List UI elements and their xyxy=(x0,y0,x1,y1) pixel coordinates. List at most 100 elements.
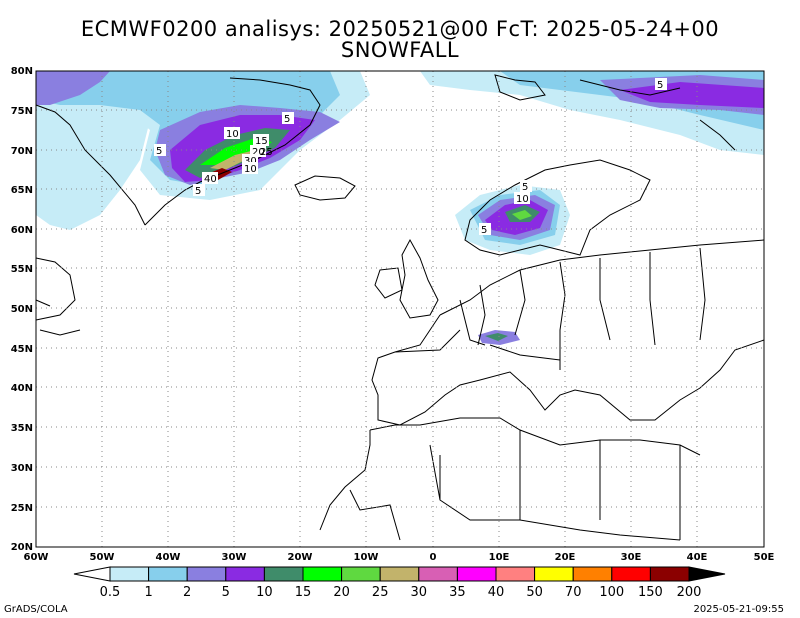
svg-text:5: 5 xyxy=(195,186,201,197)
footer-credit: GrADS/COLA xyxy=(4,604,68,615)
contour-label: 5 xyxy=(154,144,166,157)
colorbar-swatch xyxy=(263,566,304,582)
colorbar: 0.5 1 2 5 10 15 20 25 30 35 40 50 70 100 150 200 xyxy=(73,566,726,600)
map-frame xyxy=(35,70,765,548)
colorbar-end-high xyxy=(688,566,726,582)
lat-label: 35N xyxy=(11,423,33,434)
contour-label: 5 xyxy=(479,223,491,236)
snow-area-light xyxy=(36,90,150,230)
colorbar-swatch xyxy=(495,566,536,582)
iceland-coast xyxy=(294,175,356,201)
colorbar-swatch xyxy=(611,566,651,582)
lat-label: 55N xyxy=(11,264,33,275)
svg-text:5: 5 xyxy=(522,182,528,193)
colorbar-swatch xyxy=(186,566,227,582)
lon-label: 50W xyxy=(90,552,115,563)
lon-label: 30W xyxy=(222,552,247,563)
colorbar-label: 150 xyxy=(638,585,663,600)
lat-label: 20N xyxy=(11,542,33,553)
colorbar-swatch xyxy=(109,566,150,582)
colorbar-swatch xyxy=(225,566,265,582)
footer-timestamp: 2025-05-21-09:55 xyxy=(693,604,784,615)
america-coast xyxy=(35,257,81,336)
contour-label: 10 xyxy=(514,192,530,205)
lat-label: 60N xyxy=(11,225,33,236)
contour-label: 40 xyxy=(202,172,218,185)
lat-label: 65N xyxy=(11,185,33,196)
europe-coast xyxy=(371,239,765,426)
svg-text:15: 15 xyxy=(255,136,268,147)
colorbar-end-low xyxy=(73,566,111,582)
colorbar-label: 100 xyxy=(599,585,624,600)
colorbar-label: 40 xyxy=(488,585,505,600)
lon-label: 30E xyxy=(621,552,642,563)
lat-label: 75N xyxy=(11,106,33,117)
contour-label: 10 xyxy=(242,162,258,175)
colorbar-label: 50 xyxy=(526,585,543,600)
colorbar-label: 5 xyxy=(222,585,230,600)
colorbar-label: 70 xyxy=(565,585,582,600)
colorbar-label: 20 xyxy=(333,585,350,600)
coastlines xyxy=(35,74,765,541)
svg-text:20: 20 xyxy=(252,147,265,158)
lat-label: 40N xyxy=(11,383,33,394)
ireland-coast xyxy=(374,267,403,299)
colorbar-label: 1 xyxy=(144,585,152,600)
country-borders xyxy=(349,247,706,541)
snow-area-alps xyxy=(485,333,508,341)
svg-text:10: 10 xyxy=(226,129,239,140)
colorbar-label: 35 xyxy=(449,585,466,600)
colorbar-swatch xyxy=(572,566,613,582)
lon-label: 10W xyxy=(354,552,379,563)
contour-label: 5 xyxy=(655,78,667,91)
colorbar-swatch xyxy=(341,566,381,582)
africa-coast xyxy=(319,417,701,531)
lon-label: 0 xyxy=(430,552,437,563)
svg-text:10: 10 xyxy=(244,164,257,175)
britain-coast xyxy=(399,238,439,319)
snow-area-green xyxy=(512,210,532,220)
map-subtitle: SNOWFALL xyxy=(340,38,460,62)
svg-text:5: 5 xyxy=(284,114,290,125)
colorbar-swatch xyxy=(302,566,343,582)
lat-label: 80N xyxy=(11,66,33,77)
contour-label: 5 xyxy=(282,112,294,125)
lon-label: 60W xyxy=(24,552,49,563)
lat-label: 25N xyxy=(11,503,33,514)
colorbar-label: 25 xyxy=(372,585,389,600)
lon-label: 40W xyxy=(156,552,181,563)
contour-label: 25 xyxy=(260,147,273,158)
arctic-islands xyxy=(579,79,736,151)
colorbar-swatch xyxy=(649,566,690,582)
greenland-coast xyxy=(35,77,321,226)
lat-label: 70N xyxy=(11,146,33,157)
longitude-labels: 60W 50W 40W 30W 20W 10W 0 10E 20E 30E 40… xyxy=(24,552,775,563)
colorbar-swatch xyxy=(148,566,188,582)
svg-text:5: 5 xyxy=(657,80,663,91)
contour-label: 15 xyxy=(253,134,269,147)
lat-label: 45N xyxy=(11,344,33,355)
colorbar-swatch xyxy=(456,566,497,582)
snowfall-shading xyxy=(36,71,764,345)
colorbar-label: 10 xyxy=(256,585,273,600)
contour-label: 10 xyxy=(224,127,240,140)
lat-label: 50N xyxy=(11,304,33,315)
lon-label: 10E xyxy=(489,552,510,563)
contour-label: 5 xyxy=(520,180,532,193)
graticule xyxy=(36,71,764,547)
latitude-labels: 80N 75N 70N 65N 60N 55N 50N 45N 40N 35N … xyxy=(11,66,33,553)
colorbar-swatch xyxy=(418,566,458,582)
svg-text:40: 40 xyxy=(204,174,217,185)
snow-area-violet xyxy=(36,71,110,105)
colorbar-label: 200 xyxy=(677,585,702,600)
lon-label: 20E xyxy=(555,552,576,563)
lon-label: 50E xyxy=(754,552,775,563)
colorbar-label: 15 xyxy=(295,585,312,600)
scandinavia-coast xyxy=(464,159,651,256)
lat-label: 30N xyxy=(11,463,33,474)
svg-text:10: 10 xyxy=(516,194,529,205)
lon-label: 20W xyxy=(288,552,313,563)
svg-text:5: 5 xyxy=(156,146,162,157)
svg-text:25: 25 xyxy=(260,147,273,158)
